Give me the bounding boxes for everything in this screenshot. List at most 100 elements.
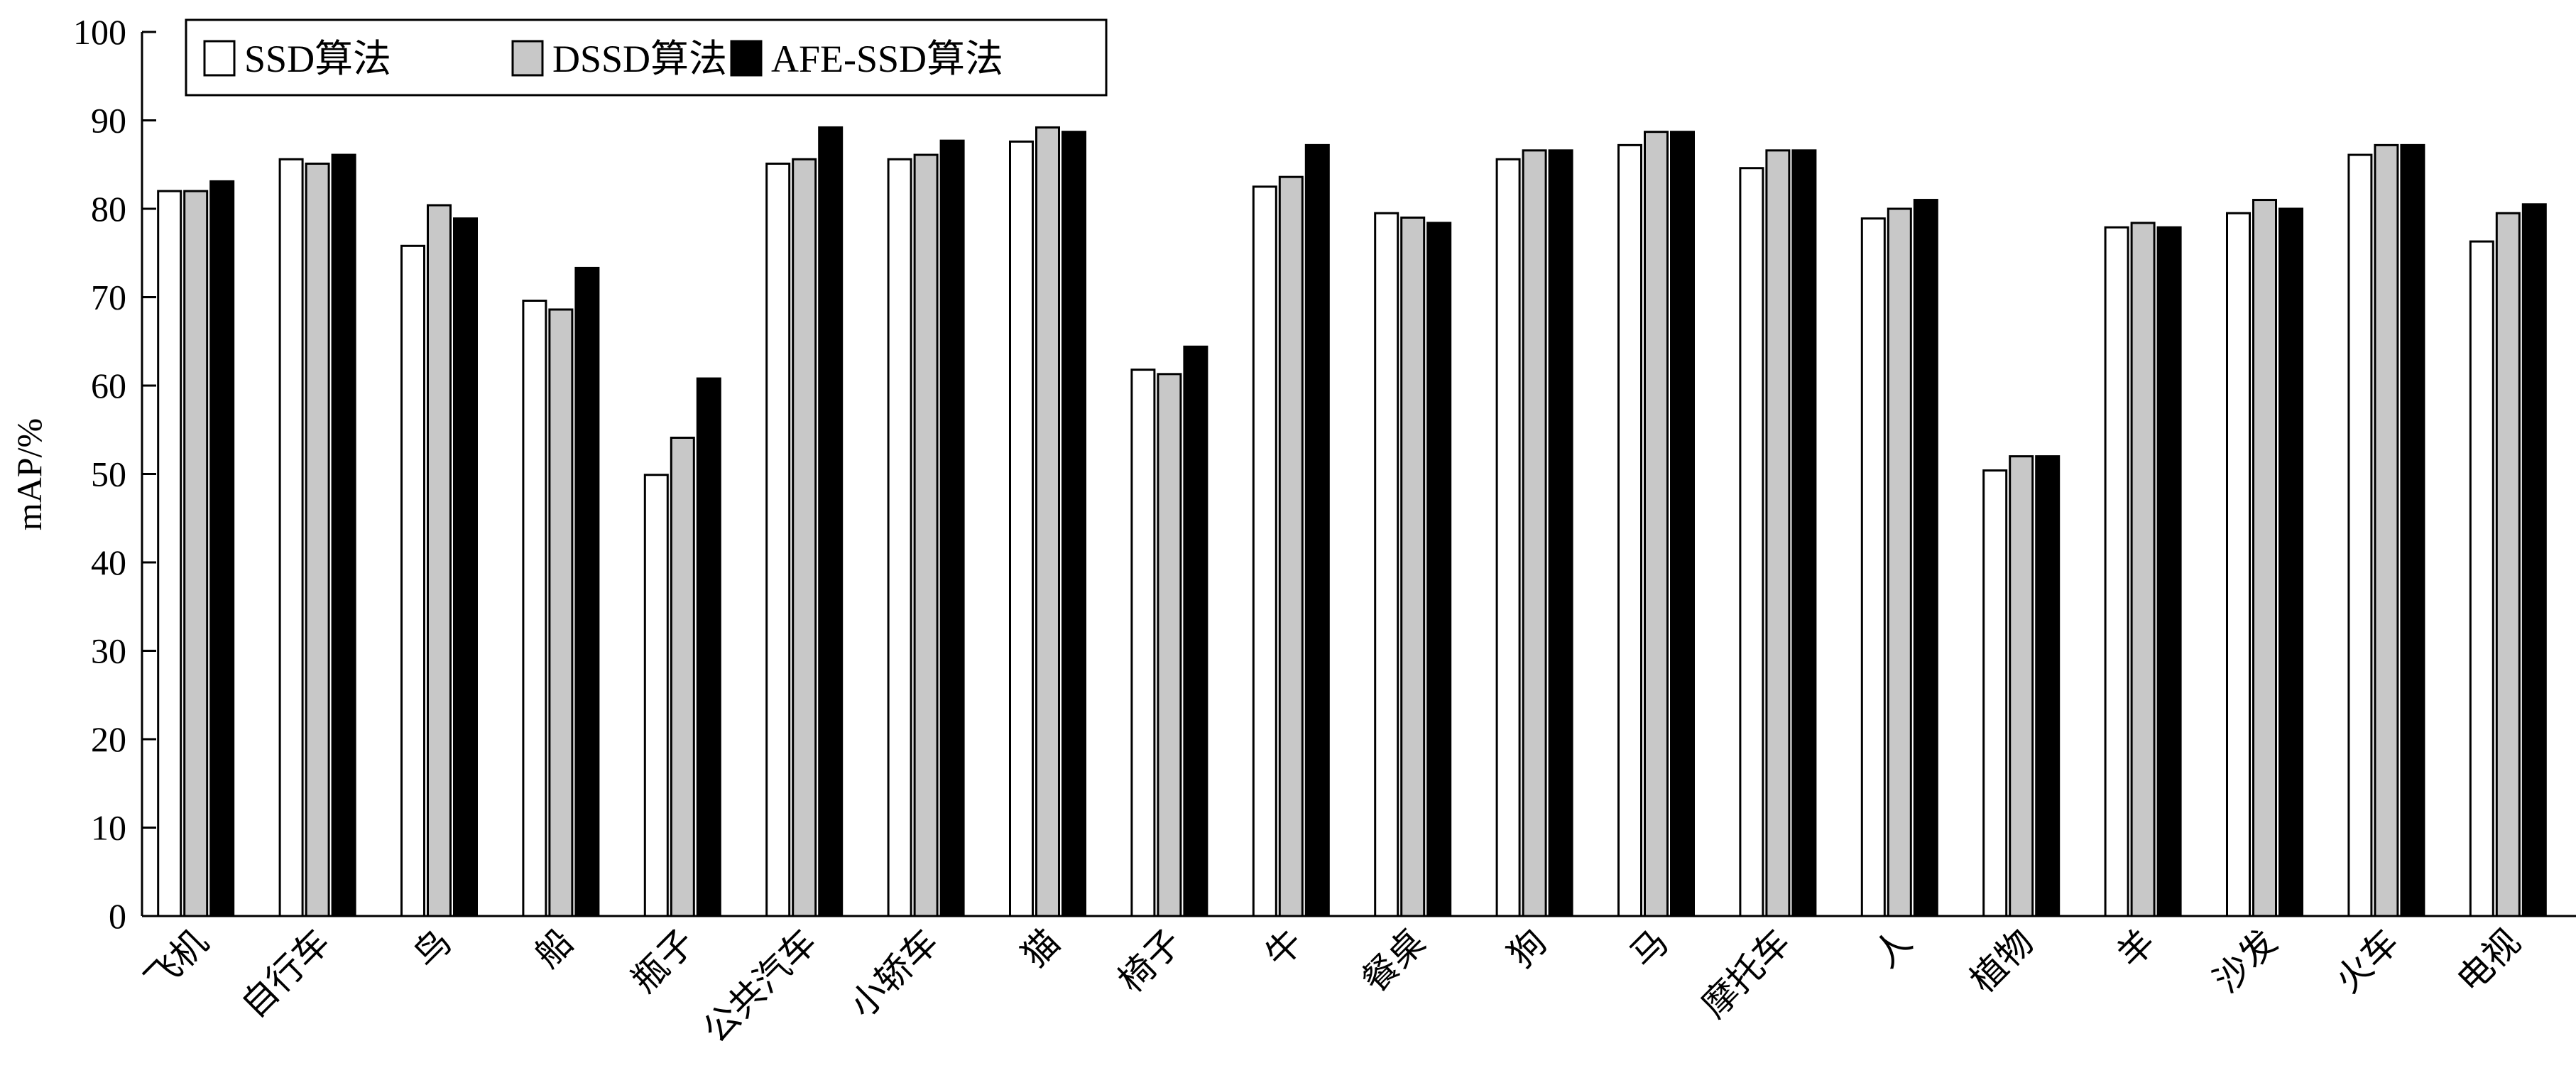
bar-dssd	[1278, 175, 1304, 917]
bar-dssd	[1157, 373, 1182, 917]
y-tick-label: 50	[91, 454, 126, 494]
legend-label: SSD算法	[244, 38, 391, 80]
bar-afe-ssd	[2521, 203, 2547, 917]
bar-ssd	[1495, 158, 1521, 917]
x-tick-label: 羊	[2109, 921, 2163, 975]
bar-afe-ssd	[939, 139, 965, 917]
bar-ssd	[278, 158, 304, 917]
bar-dssd	[1400, 216, 1426, 917]
bar-ssd	[1130, 369, 1156, 917]
x-tick-label: 摩托车	[1693, 921, 1798, 1025]
y-tick-label: 70	[91, 278, 126, 317]
bar-afe-ssd	[1061, 131, 1086, 917]
bar-ssd	[2226, 212, 2251, 917]
bar-dssd	[427, 204, 452, 917]
bar-dssd	[2130, 222, 2156, 917]
bar-afe-ssd	[2400, 143, 2425, 917]
x-tick-label: 火车	[2327, 921, 2407, 1001]
bar-dssd	[548, 308, 574, 917]
y-tick-label: 30	[91, 631, 126, 671]
bar-dssd	[305, 163, 330, 917]
y-tick-label: 20	[91, 719, 126, 759]
bar-ssd	[400, 244, 425, 917]
bar-ssd	[1982, 469, 2008, 917]
bar-afe-ssd	[818, 126, 844, 917]
x-tick-label: 小轿车	[842, 921, 946, 1025]
x-tick-label: 人	[1865, 921, 1919, 975]
y-axis: 0 10 20 30 40 50 60 70 80 90 100	[73, 12, 156, 936]
x-tick-label: 船	[527, 921, 581, 975]
x-tick-label: 电视	[2449, 921, 2528, 1001]
y-tick-label: 0	[109, 896, 126, 936]
bar-ssd	[2347, 153, 2373, 917]
bar-dssd	[2252, 199, 2277, 917]
x-tick-label: 马	[1622, 921, 1676, 975]
bar-ssd	[887, 158, 912, 917]
bar-afe-ssd	[1304, 143, 1330, 917]
x-tick-label: 沙发	[2205, 921, 2285, 1001]
bar-dssd	[1035, 126, 1060, 917]
legend-label: AFE-SSD算法	[771, 38, 1003, 80]
bar-ssd	[765, 163, 791, 917]
bar-dssd	[670, 436, 695, 917]
x-tick-label: 椅子	[1110, 921, 1190, 1001]
bar-afe-ssd	[1183, 345, 1208, 917]
bar-ssd	[2469, 240, 2494, 917]
bar-afe-ssd	[696, 377, 721, 917]
bar-afe-ssd	[1548, 149, 1573, 917]
bar-ssd	[522, 299, 547, 917]
legend-label: DSSD算法	[552, 38, 727, 80]
y-axis-label: mAP/%	[9, 418, 49, 530]
bar-dssd	[913, 153, 939, 917]
bar-afe-ssd	[1426, 222, 1452, 917]
bar-dssd	[1887, 207, 1912, 917]
y-tick-label: 60	[91, 366, 126, 405]
bar-dssd	[183, 190, 209, 917]
y-tick-label: 100	[73, 12, 126, 52]
bar-dssd	[2374, 143, 2399, 917]
bar-afe-ssd	[574, 266, 600, 917]
legend: SSD算法 DSSD算法 AFE-SSD算法	[185, 18, 1108, 97]
x-tick-label: 公共汽车	[695, 921, 824, 1050]
x-tick-label: 自行车	[234, 921, 338, 1025]
bar-afe-ssd	[1913, 199, 1938, 917]
bar-ssd	[1374, 212, 1399, 917]
bar-ssd	[1252, 185, 1277, 917]
y-tick-label: 10	[91, 808, 126, 848]
x-tick-label: 牛	[1257, 921, 1311, 975]
x-tick-label: 瓶子	[623, 921, 703, 1001]
legend-swatch	[730, 40, 763, 77]
legend-swatch	[511, 40, 544, 77]
bar-afe-ssd	[331, 153, 356, 917]
bar-ssd	[643, 474, 669, 917]
bar-ssd	[157, 190, 182, 917]
bar-afe-ssd	[2035, 455, 2061, 917]
x-tick-label: 狗	[1500, 921, 1554, 975]
x-axis: 飞机 自行车 鸟 船瓶子公共汽车 小轿车 猫椅子 牛餐桌 狗 马摩托车 人植物 羊沙发 火车 电视	[136, 915, 2576, 1051]
y-tick-label: 80	[91, 189, 126, 229]
bar-dssd	[1522, 149, 1547, 917]
bar-afe-ssd	[2278, 207, 2303, 917]
bar-afe-ssd	[1791, 149, 1817, 917]
bar-ssd	[1009, 140, 1034, 917]
bar-dssd	[1765, 149, 1791, 917]
bar-afe-ssd	[1670, 131, 1695, 917]
y-tick-label: 40	[91, 543, 126, 582]
legend-swatch	[203, 40, 236, 77]
legend-box	[185, 18, 1108, 97]
y-tick-label: 90	[91, 101, 126, 141]
x-tick-label: 猫	[1014, 921, 1068, 975]
bar-dssd	[1644, 131, 1669, 917]
bar-afe-ssd	[209, 180, 235, 917]
bar-dssd	[2495, 212, 2521, 917]
bar-afe-ssd	[2156, 226, 2182, 917]
bar-ssd	[1860, 217, 1886, 917]
bar-ssd	[1617, 143, 1642, 917]
x-tick-label: 飞机	[136, 921, 216, 1001]
bar-dssd	[792, 158, 817, 917]
bar-ssd	[1739, 167, 1764, 917]
bar-ssd	[2104, 226, 2129, 917]
bar-dssd	[2009, 455, 2034, 917]
x-tick-label: 植物	[1962, 921, 2041, 1001]
